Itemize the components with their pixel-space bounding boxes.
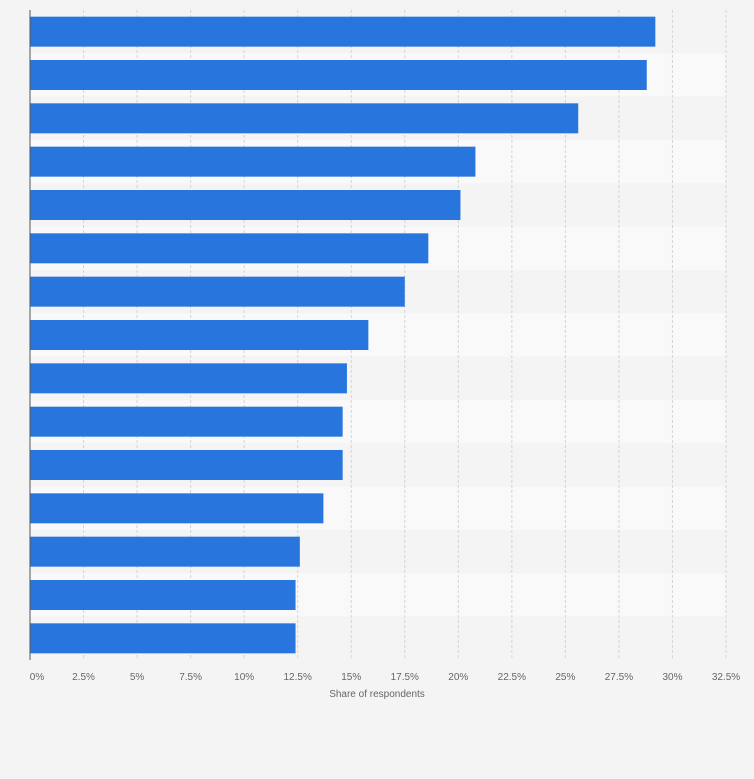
x-tick-labels: 0% 2.5% 5% 7.5% 10% 12.5% 15% 17.5% 20% 22.5% 25% 2… bbox=[30, 672, 741, 683]
bar[interactable] bbox=[30, 406, 343, 437]
x-tick-label: 32.5% bbox=[712, 672, 740, 683]
x-tick-label: 15% bbox=[341, 672, 361, 683]
x-tick-label: 0% bbox=[30, 672, 45, 683]
bars bbox=[30, 16, 656, 654]
bar[interactable] bbox=[30, 450, 343, 480]
x-tick-label: 10% bbox=[234, 672, 254, 683]
bar[interactable] bbox=[30, 103, 579, 134]
bar[interactable] bbox=[30, 233, 429, 264]
bar[interactable] bbox=[30, 363, 347, 394]
x-tick-label: 7.5% bbox=[179, 672, 202, 683]
x-tick-label: 5% bbox=[130, 672, 145, 683]
bar[interactable] bbox=[30, 16, 656, 47]
bar[interactable] bbox=[30, 623, 296, 654]
x-tick-label: 22.5% bbox=[498, 672, 526, 683]
x-tick-label: 2.5% bbox=[72, 672, 95, 683]
x-tick-label: 30% bbox=[662, 672, 682, 683]
x-tick-label: 20% bbox=[448, 672, 468, 683]
x-tick-label: 27.5% bbox=[605, 672, 633, 683]
bar[interactable] bbox=[30, 580, 296, 610]
x-tick-label: 25% bbox=[555, 672, 575, 683]
bar[interactable] bbox=[30, 146, 476, 177]
bar[interactable] bbox=[30, 276, 405, 307]
bar[interactable] bbox=[30, 320, 369, 350]
x-axis-title: Share of respondents bbox=[329, 689, 425, 700]
bar[interactable] bbox=[30, 536, 300, 567]
x-tick-label: 17.5% bbox=[391, 672, 419, 683]
bar[interactable] bbox=[30, 493, 324, 524]
bar[interactable] bbox=[30, 190, 461, 220]
x-tick-label: 12.5% bbox=[284, 672, 312, 683]
bar[interactable] bbox=[30, 60, 647, 90]
